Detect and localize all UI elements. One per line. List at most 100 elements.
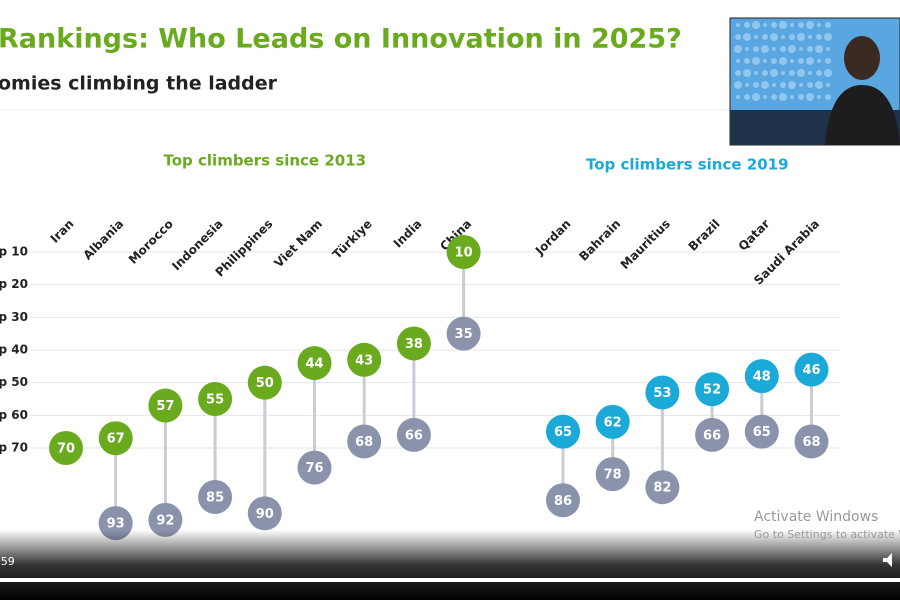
previous-rank-label: 65 — [753, 425, 771, 440]
backdrop-dot — [817, 95, 821, 99]
backdrop-dot — [825, 22, 831, 28]
backdrop-dot — [761, 45, 769, 53]
current-rank-dot — [297, 346, 332, 381]
backdrop-dot — [798, 58, 804, 64]
backdrop-dot — [815, 81, 823, 89]
backdrop-dot — [790, 59, 794, 63]
backdrop-dot — [798, 22, 804, 28]
backdrop-dot — [770, 69, 778, 77]
previous-rank-label: 86 — [554, 494, 572, 509]
backdrop-dot — [799, 83, 803, 87]
y-tick-label: Top 50 — [0, 375, 28, 389]
backdrop-dot — [798, 94, 804, 100]
backdrop-dot — [762, 70, 768, 76]
backdrop-dot — [806, 93, 814, 101]
mute-button[interactable] — [883, 553, 892, 567]
backdrop-dot — [771, 94, 777, 100]
previous-rank-label: 85 — [206, 491, 224, 506]
backdrop-dot — [772, 83, 776, 87]
backdrop-dot — [754, 35, 758, 39]
backdrop-dot — [797, 69, 805, 77]
previous-rank-label: 92 — [156, 513, 174, 528]
backdrop-dot — [770, 33, 778, 41]
backdrop-dot — [781, 71, 785, 75]
previous-rank-label: 82 — [653, 481, 671, 496]
backdrop-dot — [799, 47, 803, 51]
current-rank-dot — [148, 388, 183, 423]
current-rank-dot — [198, 382, 233, 416]
current-rank-dot — [794, 352, 829, 387]
backdrop-dot — [780, 82, 786, 88]
backdrop-dot — [744, 22, 750, 28]
backdrop-dot — [736, 59, 740, 63]
presenter-body — [825, 85, 900, 145]
player-bar — [0, 530, 900, 600]
current-rank-dot — [546, 414, 580, 449]
backdrop-dot — [734, 45, 742, 53]
previous-rank-dot — [396, 417, 431, 452]
backdrop-dot — [807, 82, 813, 88]
backdrop-dot — [806, 21, 814, 29]
current-rank-label: 55 — [206, 393, 224, 408]
y-tick-label: Top 30 — [0, 310, 28, 324]
previous-rank-dot — [744, 414, 779, 449]
previous-rank-label: 66 — [703, 428, 721, 443]
previous-rank-dot — [347, 424, 382, 459]
activation-hint: Go to Settings to activate W — [754, 528, 900, 541]
backdrop-dot — [797, 33, 805, 41]
y-tick-label: Top 70 — [0, 441, 28, 455]
group-title: Top climbers since 2013 — [164, 152, 367, 170]
backdrop-dot — [743, 33, 751, 41]
webcam — [729, 17, 900, 146]
backdrop-dot — [745, 47, 749, 51]
previous-rank-label: 66 — [405, 428, 423, 443]
backdrop-dot — [779, 93, 787, 101]
backdrop-dot — [781, 35, 785, 39]
chart-title: Rankings: Who Leads on Innovation in 202… — [0, 24, 682, 55]
current-rank-label: 65 — [554, 425, 572, 440]
y-tick-label: Top 10 — [0, 245, 28, 259]
backdrop-dot — [816, 70, 822, 76]
current-rank-dot — [744, 359, 779, 394]
backdrop-dot — [735, 70, 741, 76]
y-tick-label: Top 60 — [0, 408, 28, 422]
backdrop-dot — [763, 23, 767, 27]
backdrop-dot — [779, 57, 787, 65]
previous-rank-dot — [198, 480, 233, 514]
backdrop-dot — [789, 70, 795, 76]
backdrop-dot — [826, 47, 830, 51]
backdrop-dot — [743, 69, 751, 77]
previous-rank-dot — [297, 450, 332, 485]
current-rank-dot — [49, 431, 83, 465]
backdrop-dot — [824, 33, 832, 41]
backdrop-dot — [817, 23, 821, 27]
backdrop-dot — [807, 46, 813, 52]
current-rank-label: 48 — [753, 370, 771, 385]
backdrop-dot — [825, 94, 831, 100]
current-rank-label: 38 — [405, 337, 423, 352]
backdrop-dot — [789, 34, 795, 40]
y-tick-label: Top 40 — [0, 343, 28, 357]
chart-subtitle: omies climbing the ladder — [0, 73, 278, 95]
current-rank-dot — [645, 375, 680, 410]
current-rank-label: 50 — [256, 376, 274, 391]
progress-bar[interactable] — [0, 578, 900, 582]
current-rank-label: 57 — [156, 399, 174, 414]
backdrop-dot — [772, 47, 776, 51]
current-rank-label: 10 — [455, 246, 473, 261]
backdrop-dot — [790, 95, 794, 99]
previous-rank-dot — [546, 483, 580, 518]
backdrop-dot — [771, 22, 777, 28]
backdrop-dot — [788, 45, 796, 53]
current-rank-label: 62 — [604, 415, 622, 430]
previous-rank-label: 93 — [107, 517, 125, 532]
current-rank-dot — [98, 421, 133, 456]
backdrop-dot — [736, 95, 740, 99]
backdrop-dot — [752, 93, 760, 101]
y-tick-label: Top 20 — [0, 277, 28, 291]
backdrop-dot — [779, 21, 787, 29]
current-rank-label: 44 — [305, 357, 323, 372]
group-title: Top climbers since 2019 — [586, 156, 789, 174]
presenter-head — [844, 36, 880, 80]
